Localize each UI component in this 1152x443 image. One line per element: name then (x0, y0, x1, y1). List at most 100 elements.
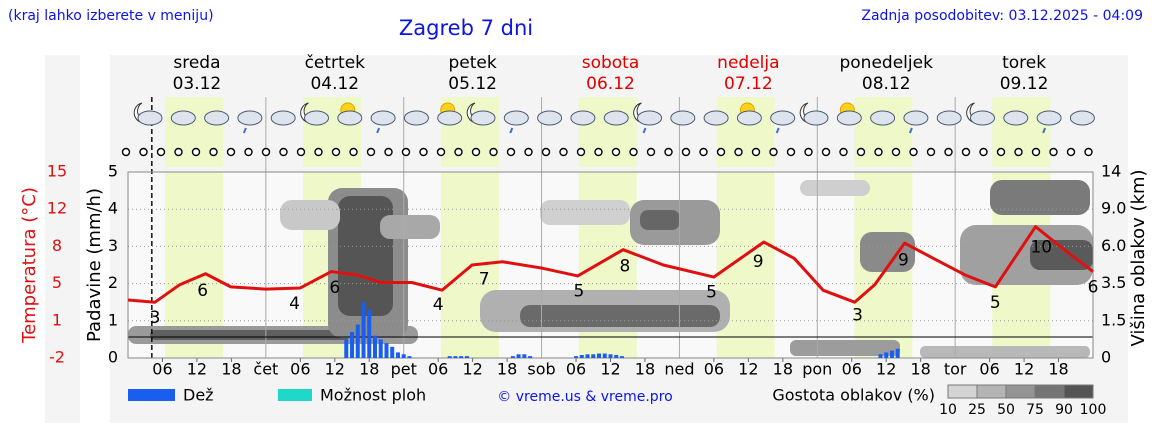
wind-calm (646, 147, 656, 157)
cloud-icon (803, 110, 829, 126)
wind-calm (839, 147, 848, 157)
wind-calm (401, 147, 411, 157)
wind-calm (524, 147, 533, 157)
temperature-label: 5 (573, 281, 584, 301)
x-tick-label: 18 (773, 360, 793, 379)
y-tick-label: 0 (108, 348, 118, 367)
wind-calm (296, 147, 306, 157)
wind-calm (699, 147, 708, 157)
x-tick-label: 06 (842, 360, 862, 379)
x-tick-label: 12 (1014, 360, 1034, 379)
x-tick-label: sob (527, 360, 555, 379)
day-name: nedelja (717, 53, 779, 73)
wind-calm (821, 147, 831, 157)
wind-calm (559, 147, 568, 157)
wind-calm (471, 147, 481, 157)
density-level: 75 (1026, 402, 1044, 418)
wind-calm (664, 147, 673, 157)
wind-calm (261, 147, 271, 157)
wind-calm (926, 147, 936, 157)
wind-calm (1084, 147, 1093, 157)
y2-tick-label: 9.0 (1101, 199, 1126, 218)
cloud-height-axis-title: Višina oblakov (km) (1128, 169, 1149, 346)
wind-calm (979, 147, 988, 157)
daylight-band (716, 172, 775, 358)
wind-calm (944, 147, 953, 157)
rain-bar (510, 356, 515, 358)
wind-calm (856, 147, 866, 157)
temperature-tick-label: 5 (52, 273, 62, 292)
wind-calm (804, 147, 813, 157)
temperature-label: 4 (433, 295, 444, 315)
daylight-band-icons (992, 97, 1051, 167)
cloud-icon (703, 110, 729, 126)
x-tick-label: 06 (566, 360, 586, 379)
y2-tick-label: 3.5 (1101, 273, 1126, 292)
cloud-icon (836, 110, 862, 126)
x-tick-label: 18 (497, 360, 517, 379)
cloud-icon (903, 110, 929, 126)
wind-calm (629, 147, 638, 157)
wind-calm (751, 147, 761, 157)
rain-bar (602, 353, 607, 358)
rain-bar (407, 356, 412, 358)
wind-calm (349, 147, 358, 157)
cloud-icon (603, 110, 629, 126)
temperature-label: 10 (1030, 237, 1052, 257)
wind-calm (909, 147, 918, 157)
wind-calm (489, 147, 498, 157)
cloud-icon (537, 110, 563, 126)
temperature-line (127, 225, 1094, 304)
rain-bar (619, 356, 624, 358)
day-name: ponedeljek (839, 53, 933, 73)
precip-axis-title: Padavine (mm/h) (84, 188, 105, 342)
rain-bar (344, 339, 349, 358)
x-tick-label: 06 (979, 360, 999, 379)
temperature-tick-label: 1 (52, 310, 62, 329)
weather-icons (121, 102, 1095, 157)
y-tick-label: 3 (108, 236, 118, 255)
rain-bar (401, 354, 406, 358)
cloud-icon (370, 110, 396, 126)
cloud-icon (570, 110, 596, 126)
rain-icon (908, 127, 913, 134)
rain-icon (775, 127, 780, 134)
day-date: 07.12 (724, 74, 773, 94)
rain-bar (579, 355, 584, 358)
wind-calm (314, 147, 323, 157)
cloud-icon (1036, 110, 1062, 126)
density-level: 90 (1055, 402, 1073, 418)
day-name: sreda (173, 53, 220, 73)
x-tick-label: 06 (428, 360, 448, 379)
temperature-tick-label: 15 (47, 162, 67, 181)
y-tick-label: 5 (108, 162, 118, 181)
daylight-band-icons (165, 97, 224, 167)
rain-icon (1042, 127, 1047, 134)
rain-bar (372, 335, 377, 358)
wind-calm (244, 147, 253, 157)
temperature-label: 3 (852, 306, 863, 326)
cloud-icon (137, 110, 163, 126)
density-swatch (1034, 384, 1065, 399)
rain-bar (608, 354, 613, 358)
wind-calm (366, 147, 376, 157)
daylight-band-icons (578, 97, 637, 167)
density-level: 25 (968, 402, 986, 418)
cloud-icon (736, 110, 762, 126)
day-name: petek (449, 53, 497, 73)
rain-bar (384, 343, 389, 358)
density-swatch (976, 384, 1007, 399)
wind-calm (1031, 147, 1041, 157)
cloud-icon (1003, 110, 1029, 126)
temperature-label: 5 (706, 282, 717, 302)
wind-calm (996, 147, 1006, 157)
rain-bar (585, 354, 590, 358)
cloud-density-title: Gostota oblakov (%) (772, 386, 935, 405)
credit: © vreme.us & vreme.pro (497, 389, 672, 405)
wind-calm (279, 147, 288, 157)
note: (kraj lahko izberete v meniju) (8, 8, 214, 24)
density-swatch (947, 384, 978, 399)
legend-swatch-showers (278, 389, 312, 401)
rain-bar (597, 353, 602, 358)
